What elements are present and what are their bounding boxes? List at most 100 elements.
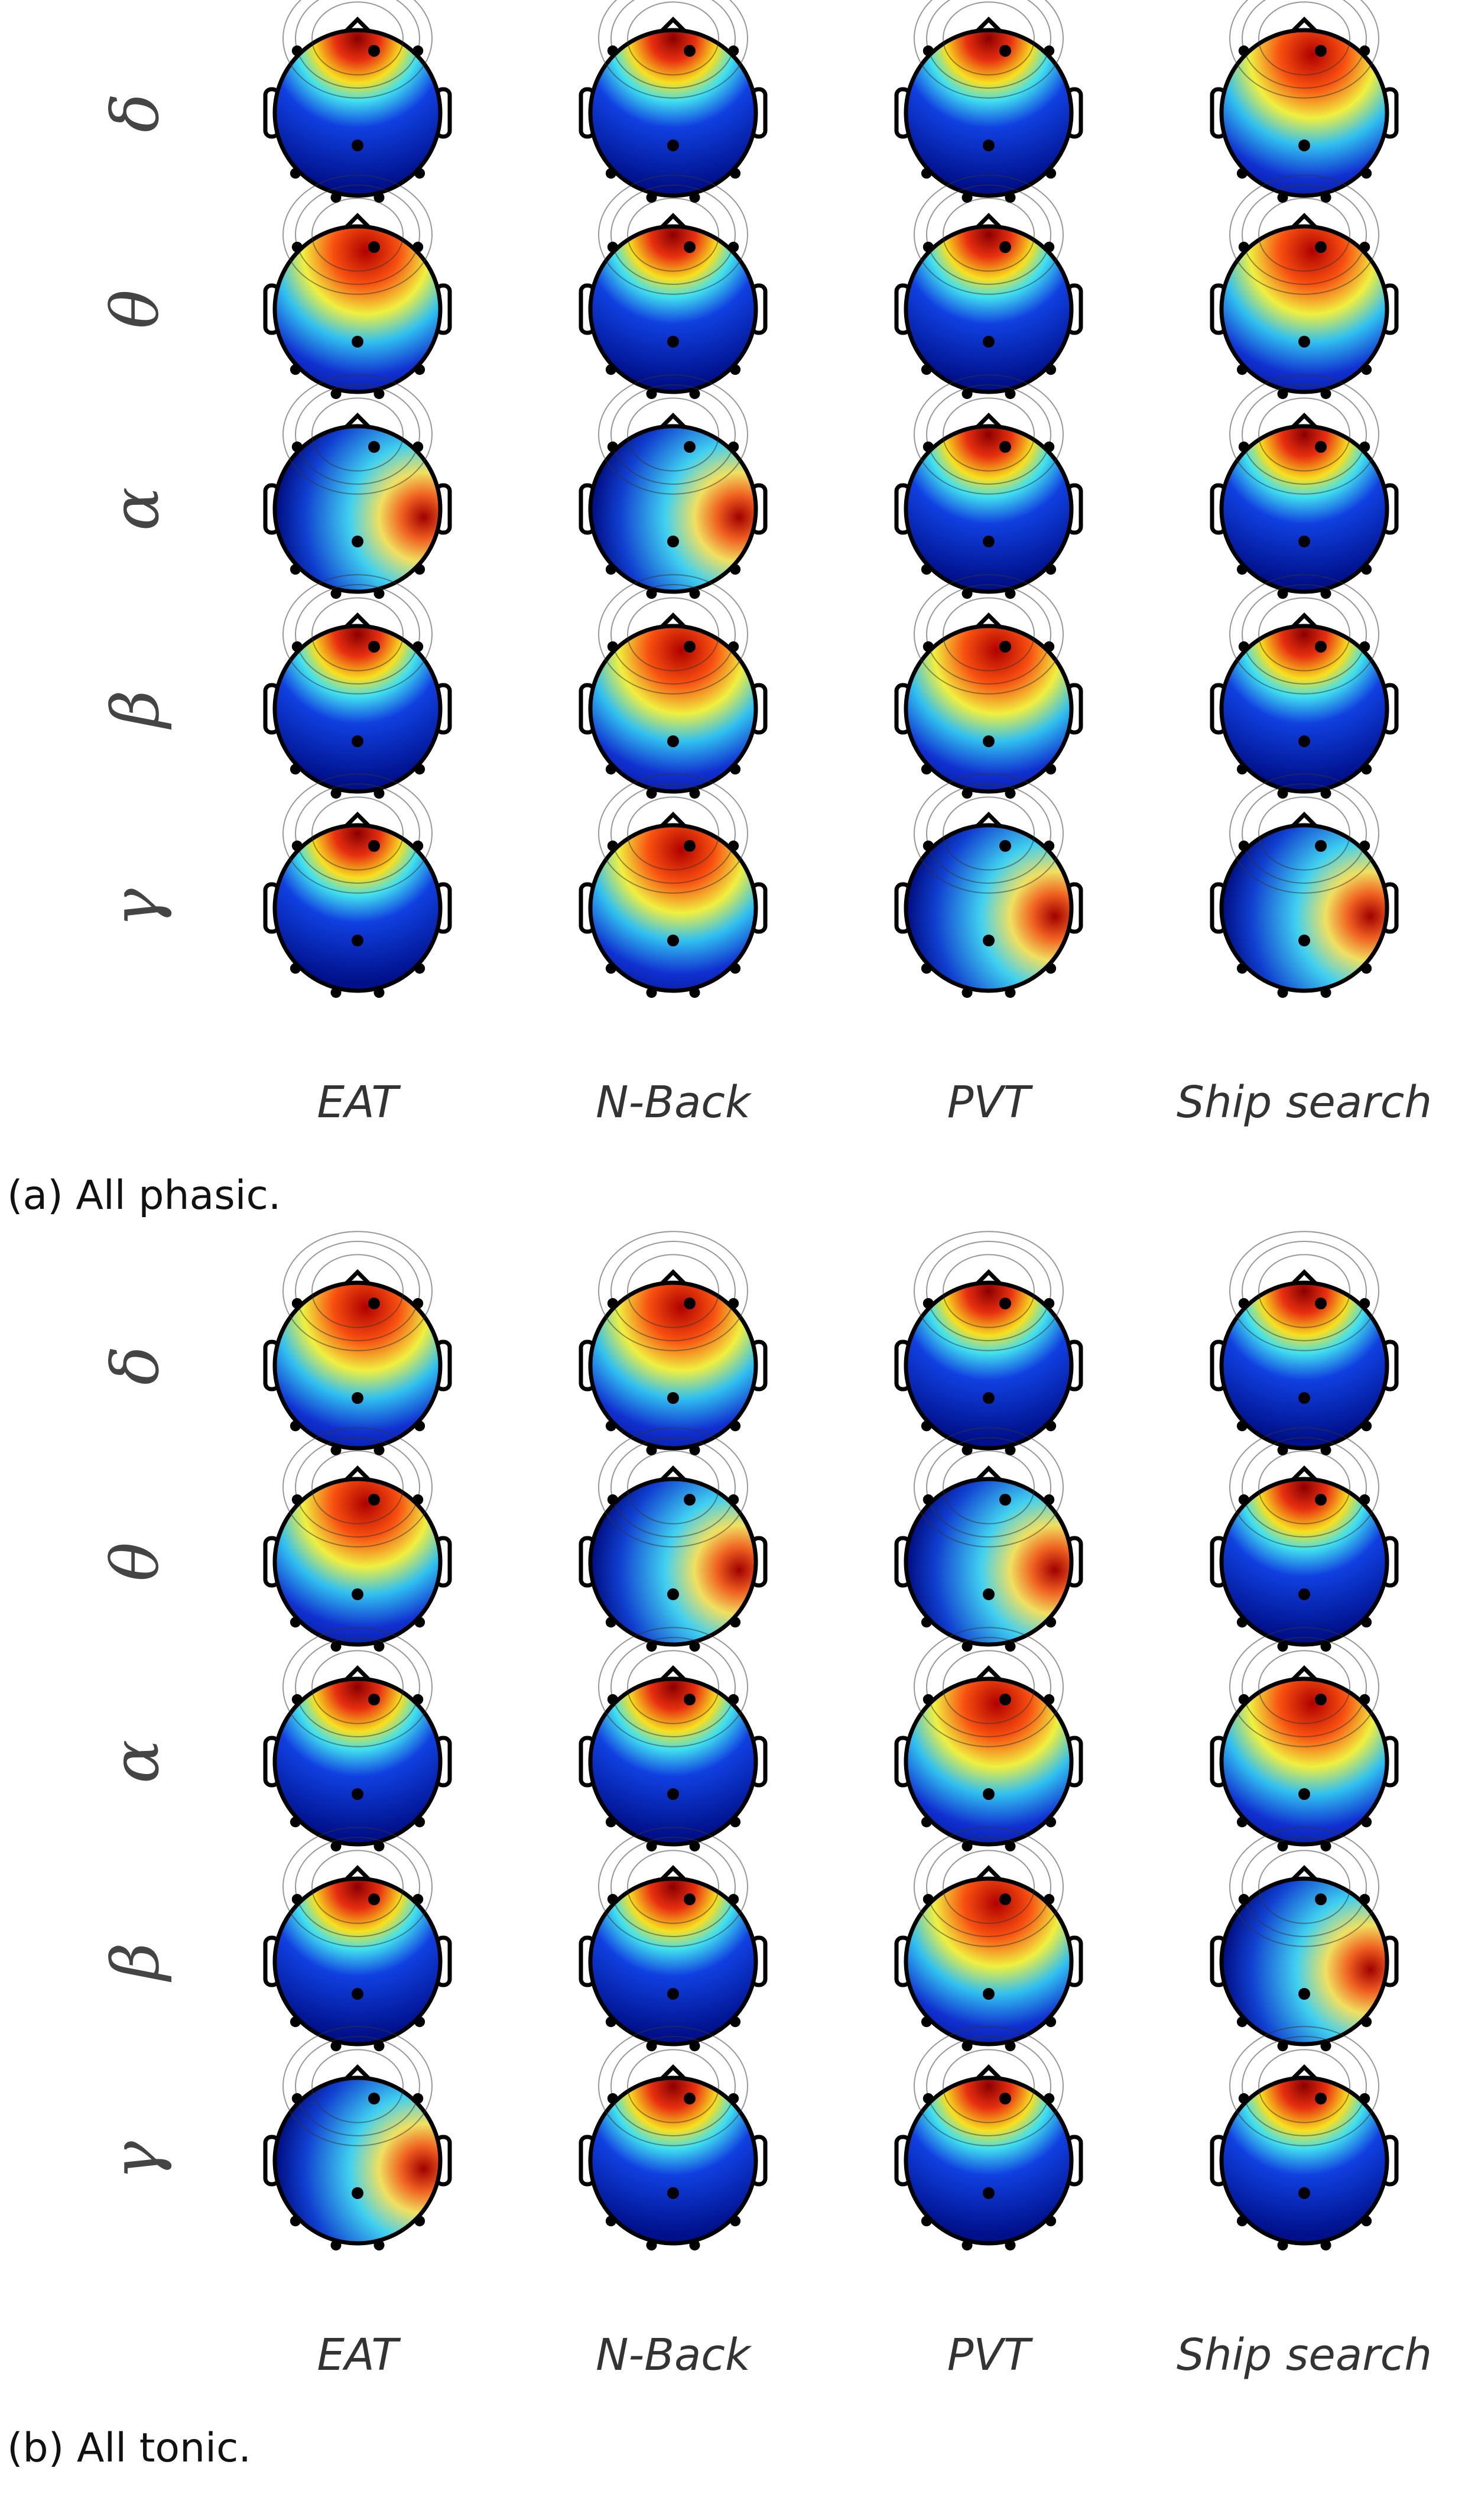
contour (627, 1650, 719, 1724)
electrode (921, 1817, 932, 1828)
electrode (605, 564, 616, 575)
head (588, 424, 758, 594)
topomap (263, 773, 452, 998)
nose (343, 17, 372, 34)
column-label: N-Back (596, 2330, 752, 2380)
electrode (667, 1788, 679, 1800)
contour (311, 1450, 404, 1525)
contour (943, 1850, 1035, 1924)
nose (974, 1865, 1003, 1883)
head (904, 1280, 1074, 1451)
head (904, 28, 1074, 198)
electrode (684, 1298, 696, 1309)
electrode (290, 963, 301, 974)
electrode (291, 1494, 303, 1505)
electrode (607, 1893, 618, 1905)
electrode (730, 764, 741, 775)
electrode (646, 2041, 657, 2052)
contour (282, 2026, 433, 2146)
electrode (728, 1494, 739, 1505)
electrode (1236, 1817, 1248, 1828)
electrode (368, 1298, 380, 1309)
contour (943, 1650, 1035, 1724)
electrode (605, 168, 616, 179)
contour (926, 584, 1051, 685)
contour (1229, 1427, 1379, 1548)
electrode (1315, 1298, 1327, 1309)
contour (926, 1837, 1051, 1937)
contour (295, 1637, 420, 1737)
electrode (1005, 2041, 1016, 2052)
electrode (607, 1298, 618, 1309)
contour (311, 2049, 404, 2123)
topomap (263, 1627, 452, 1852)
contour (627, 1450, 719, 1525)
electrode (1277, 1841, 1288, 1852)
electrode (730, 963, 741, 974)
electrode (373, 192, 385, 203)
electrode (684, 2093, 696, 2104)
contour (311, 1254, 404, 1328)
contour (282, 1627, 433, 1747)
topomap (894, 1827, 1083, 2052)
electrode (728, 241, 739, 252)
head (588, 624, 758, 794)
electrode (1238, 45, 1249, 56)
electrode (1361, 1617, 1372, 1628)
electrode (684, 1494, 696, 1506)
topomap (894, 1627, 1083, 1852)
electrode (1320, 2240, 1331, 2251)
electrode (728, 1694, 739, 1705)
row-label: γ (98, 2141, 173, 2180)
head (272, 2075, 443, 2246)
electrode (1238, 2093, 1249, 2104)
contour (282, 1827, 433, 1947)
electrode (999, 1893, 1011, 1905)
electrode (1359, 441, 1370, 452)
contour (943, 1254, 1035, 1328)
electrode (607, 2093, 618, 2104)
electrode (1298, 2187, 1310, 2199)
electrode (352, 1588, 363, 1600)
nose (1289, 812, 1319, 829)
contour (914, 1827, 1064, 1947)
head (904, 224, 1074, 394)
column-label: Ship search (1177, 1077, 1432, 1128)
electrode (1044, 441, 1055, 452)
contour (943, 597, 1035, 672)
electrode (373, 1641, 385, 1652)
contour (598, 0, 748, 99)
electrode (1277, 1641, 1288, 1652)
nose (1289, 1665, 1319, 1683)
electrode (961, 1841, 973, 1852)
contour (1242, 1637, 1367, 1737)
electrode (667, 1588, 679, 1600)
electrode (646, 2240, 657, 2251)
electrode (921, 764, 932, 775)
electrode (922, 241, 934, 252)
electrode (412, 1893, 424, 1905)
electrode (728, 1298, 739, 1309)
electrode (352, 140, 363, 151)
contour (311, 197, 404, 272)
column-label: N-Back (596, 1077, 752, 1128)
electrode (1315, 2093, 1327, 2104)
contour (926, 184, 1051, 285)
contour (282, 773, 433, 894)
electrode (1298, 1988, 1310, 2000)
nose (658, 17, 688, 34)
nose (343, 1269, 372, 1287)
head (1219, 624, 1389, 794)
head (588, 1280, 758, 1451)
electrode (368, 1694, 380, 1705)
electrode (922, 1494, 934, 1505)
contour (311, 796, 404, 871)
contour (627, 397, 719, 472)
electrode (330, 1841, 342, 1852)
nose (974, 612, 1003, 630)
electrode (689, 1641, 700, 1652)
contour (610, 1241, 736, 1341)
electrode (291, 1893, 303, 1905)
electrode (1236, 2216, 1248, 2227)
electrode (689, 192, 700, 203)
